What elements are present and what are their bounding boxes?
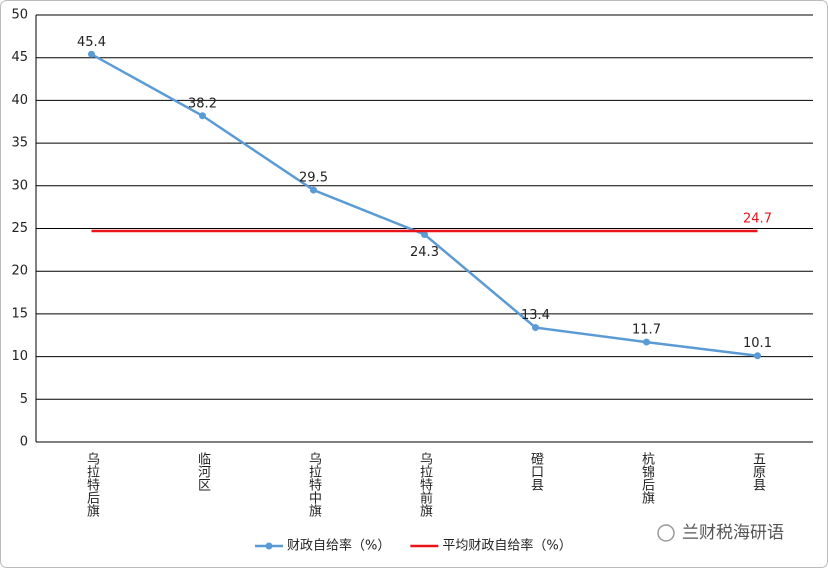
y-tick-label: 40 bbox=[11, 93, 28, 108]
point bbox=[199, 112, 206, 120]
point bbox=[88, 50, 95, 58]
y-tick-label: 0 bbox=[20, 435, 28, 450]
data-label: 29.5 bbox=[299, 171, 328, 186]
y-tick-label: 45 bbox=[11, 50, 28, 65]
y-tick-label: 10 bbox=[11, 349, 28, 364]
x-tick-label: 杭锦后旗 bbox=[639, 452, 655, 505]
x-tick-label: 乌拉特后旗 bbox=[84, 451, 100, 518]
x-tick-label: 乌拉特中旗 bbox=[306, 451, 322, 518]
y-tick-label: 25 bbox=[11, 221, 28, 236]
data-label: 10.1 bbox=[743, 336, 772, 351]
legend-marker bbox=[265, 542, 273, 550]
legend-label: 财政自给率（%） bbox=[287, 538, 390, 554]
point bbox=[421, 230, 428, 238]
y-tick-label: 35 bbox=[11, 136, 28, 151]
point bbox=[754, 352, 761, 360]
data-label: 38.2 bbox=[188, 96, 217, 111]
data-label: 45.4 bbox=[77, 35, 106, 50]
y-tick-label: 30 bbox=[11, 178, 28, 193]
x-tick-label: 临河区 bbox=[195, 452, 211, 491]
watermark-icon bbox=[657, 524, 675, 542]
data-label: 13.4 bbox=[521, 308, 550, 323]
x-tick-label: 乌拉特前旗 bbox=[417, 451, 433, 518]
y-tick-label: 5 bbox=[20, 392, 28, 407]
y-tick-label: 20 bbox=[11, 264, 28, 279]
point bbox=[310, 186, 317, 194]
data-label: 11.7 bbox=[632, 323, 661, 338]
data-label: 24.7 bbox=[743, 212, 772, 227]
x-tick-label: 磴口县 bbox=[528, 452, 544, 491]
x-tick-label: 五原县 bbox=[750, 452, 766, 491]
data-label: 24.3 bbox=[410, 245, 439, 260]
y-tick-label: 15 bbox=[11, 306, 28, 321]
point bbox=[532, 324, 539, 332]
point bbox=[643, 338, 650, 346]
y-tick-label: 50 bbox=[11, 8, 28, 23]
legend-label: 平均财政自给率（%） bbox=[442, 538, 571, 554]
watermark: 兰财税海研语 bbox=[657, 523, 784, 543]
watermark-text: 兰财税海研语 bbox=[682, 523, 784, 543]
